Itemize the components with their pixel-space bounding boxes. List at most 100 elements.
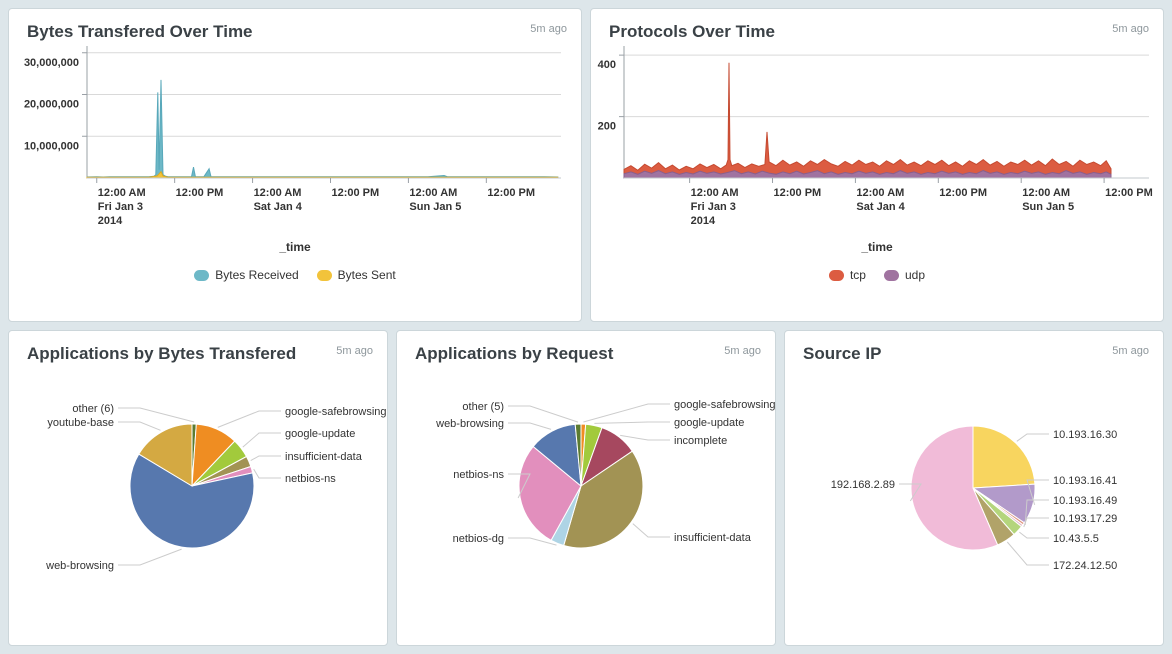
pie-slice-netbios-ns[interactable] (518, 446, 582, 542)
series-tcp[interactable] (623, 63, 1112, 179)
pie-label-leader (508, 405, 579, 423)
pie-label-leader (118, 421, 161, 432)
pie-label-leader (1019, 532, 1049, 539)
x-tick-label: Fri Jan 3 (98, 201, 143, 213)
pie-slice-youtube-base[interactable] (138, 423, 193, 488)
pie-label-leader (508, 473, 531, 499)
pie-label-leader (594, 421, 670, 425)
pie-label-10-43-5-5: 10.43.5.5 (1053, 533, 1099, 545)
legend-swatch (194, 269, 210, 281)
applications-by-bytes-pie-chart[interactable]: other (6) google-safebrowsing google-updat… (9, 366, 387, 628)
pie-label-leader (508, 537, 557, 546)
pie-label-leader (583, 403, 670, 423)
pie-label-10-193-16-30: 10.193.16.30 (1053, 429, 1117, 441)
panel-applications-by-bytes: Applications by Bytes Transfered 5m ago … (8, 330, 388, 646)
panel-bytes-over-time: Bytes Transfered Over Time 5m ago 10,000… (8, 8, 582, 322)
pie-label-google-update: google-update (285, 428, 355, 440)
pie-slice-192-168-2-89[interactable] (910, 425, 999, 551)
legend-swatch (828, 269, 844, 281)
source-ip-pie-chart[interactable]: 10.193.16.30 10.193.16.41 10.193.16.49 10.1… (785, 366, 1163, 628)
pie-label-leader (118, 549, 182, 566)
x-tick-label: 12:00 PM (176, 187, 224, 199)
pie-label-10-193-16-41: 10.193.16.41 (1053, 475, 1117, 487)
protocols-over-time-chart[interactable]: 200 400 12:00 AM Fri Jan 3 2014 12:00 PM 12:00… (591, 44, 1161, 236)
refresh-age-label: 5m ago (336, 345, 373, 357)
pie-label-leader (1024, 499, 1049, 526)
legend-item-tcp[interactable]: tcp (828, 268, 866, 283)
pie-label-leader (899, 483, 922, 502)
panel-title: Bytes Transfered Over Time (27, 22, 253, 41)
pie-label-leader (1026, 479, 1049, 506)
pie-label-netbios-dg: netbios-dg (453, 533, 504, 545)
legend-label: Bytes Sent (337, 268, 396, 283)
legend-label: udp (904, 268, 926, 283)
pie-label-leader (508, 422, 552, 431)
dashboard-row-bottom: Applications by Bytes Transfered 5m ago … (8, 330, 1164, 646)
pie-label-leader (620, 435, 670, 441)
legend-swatch (883, 269, 899, 281)
pie-label-leader (242, 432, 281, 448)
pie-label-leader (118, 407, 195, 423)
panel-applications-by-request: Applications by Request 5m ago google-sa… (396, 330, 776, 646)
panel-protocols-over-time: Protocols Over Time 5m ago 200 400 12:00 A… (590, 8, 1164, 322)
panel-header: Protocols Over Time 5m ago (591, 9, 1163, 44)
x-tick-label: 2014 (98, 215, 123, 227)
series-bytes-sent[interactable] (86, 171, 559, 179)
x-tick-label: 12:00 PM (487, 187, 535, 199)
applications-by-request-pie-chart[interactable]: google-safebrowsing google-update incomple… (397, 366, 775, 628)
pie-label-172-24-12-50: 172.24.12.50 (1053, 560, 1117, 572)
y-tick-label: 200 (598, 121, 616, 133)
legend-item-udp[interactable]: udp (883, 268, 926, 283)
x-tick-label: Sat Jan 4 (856, 201, 905, 213)
legend-label: tcp (849, 268, 866, 283)
refresh-age-label: 5m ago (1112, 345, 1149, 357)
legend-item-bytes-received[interactable]: Bytes Received (194, 268, 299, 283)
pie-label-10-193-16-49: 10.193.16.49 (1053, 495, 1117, 507)
panel-header: Applications by Bytes Transfered 5m ago (9, 331, 387, 366)
pie-label-web-browsing: web-browsing (45, 560, 114, 572)
y-tick-label: 10,000,000 (24, 141, 79, 153)
pie-label-google-update: google-update (674, 417, 744, 429)
pie-label-insufficient-data: insufficient-data (285, 451, 363, 463)
pie-label-leader (253, 469, 281, 479)
refresh-age-label: 5m ago (724, 345, 761, 357)
pie-label-leader (1006, 542, 1049, 566)
pie-label-google-safebrowsing: google-safebrowsing (674, 399, 775, 411)
panel-title: Applications by Request (415, 344, 614, 363)
pie-label-leader (632, 523, 670, 538)
bytes-over-time-chart[interactable]: 10,000,000 20,000,000 30,000,000 12:00 AM Fr… (9, 44, 579, 236)
legend-label: Bytes Received (215, 268, 299, 283)
refresh-age-label: 5m ago (1112, 23, 1149, 35)
panel-header: Bytes Transfered Over Time 5m ago (9, 9, 581, 44)
pie-label-10-193-17-29: 10.193.17.29 (1053, 513, 1117, 525)
x-tick-label: 12:00 PM (331, 187, 379, 199)
panel-title: Protocols Over Time (609, 22, 775, 41)
pie-slice-other-5[interactable] (574, 423, 582, 487)
x-tick-label: 12:00 AM (1022, 187, 1070, 199)
pie-label-web-browsing: web-browsing (435, 418, 504, 430)
panel-header: Source IP 5m ago (785, 331, 1163, 366)
chart-legend: Bytes Received Bytes Sent (9, 268, 581, 282)
x-tick-label: 12:00 PM (939, 187, 987, 199)
pie-label-youtube-base: youtube-base (47, 417, 114, 429)
x-axis-title: _time (861, 240, 893, 255)
x-tick-label: 12:00 AM (254, 187, 302, 199)
pie-label-netbios-ns: netbios-ns (285, 473, 336, 485)
pie-slice-web-browsing[interactable] (129, 453, 255, 549)
legend-item-bytes-sent[interactable]: Bytes Sent (316, 268, 396, 283)
refresh-age-label: 5m ago (530, 23, 567, 35)
x-tick-label: 12:00 AM (691, 187, 739, 199)
pie-slice-10-193-16-30[interactable] (972, 425, 1036, 489)
x-tick-label: 12:00 AM (856, 187, 904, 199)
x-tick-label: 12:00 PM (1105, 187, 1153, 199)
panel-title: Source IP (803, 344, 882, 363)
series-udp[interactable] (623, 170, 1112, 179)
pie-label-other-5: other (5) (462, 401, 504, 413)
chart-legend: tcp udp (591, 268, 1163, 282)
y-tick-label: 30,000,000 (24, 57, 79, 69)
x-tick-label: Sat Jan 4 (254, 201, 303, 213)
pie-slice-insufficient-data[interactable] (563, 450, 644, 549)
pie-label-insufficient-data: insufficient-data (674, 532, 752, 544)
pie-label-leader (250, 455, 281, 462)
